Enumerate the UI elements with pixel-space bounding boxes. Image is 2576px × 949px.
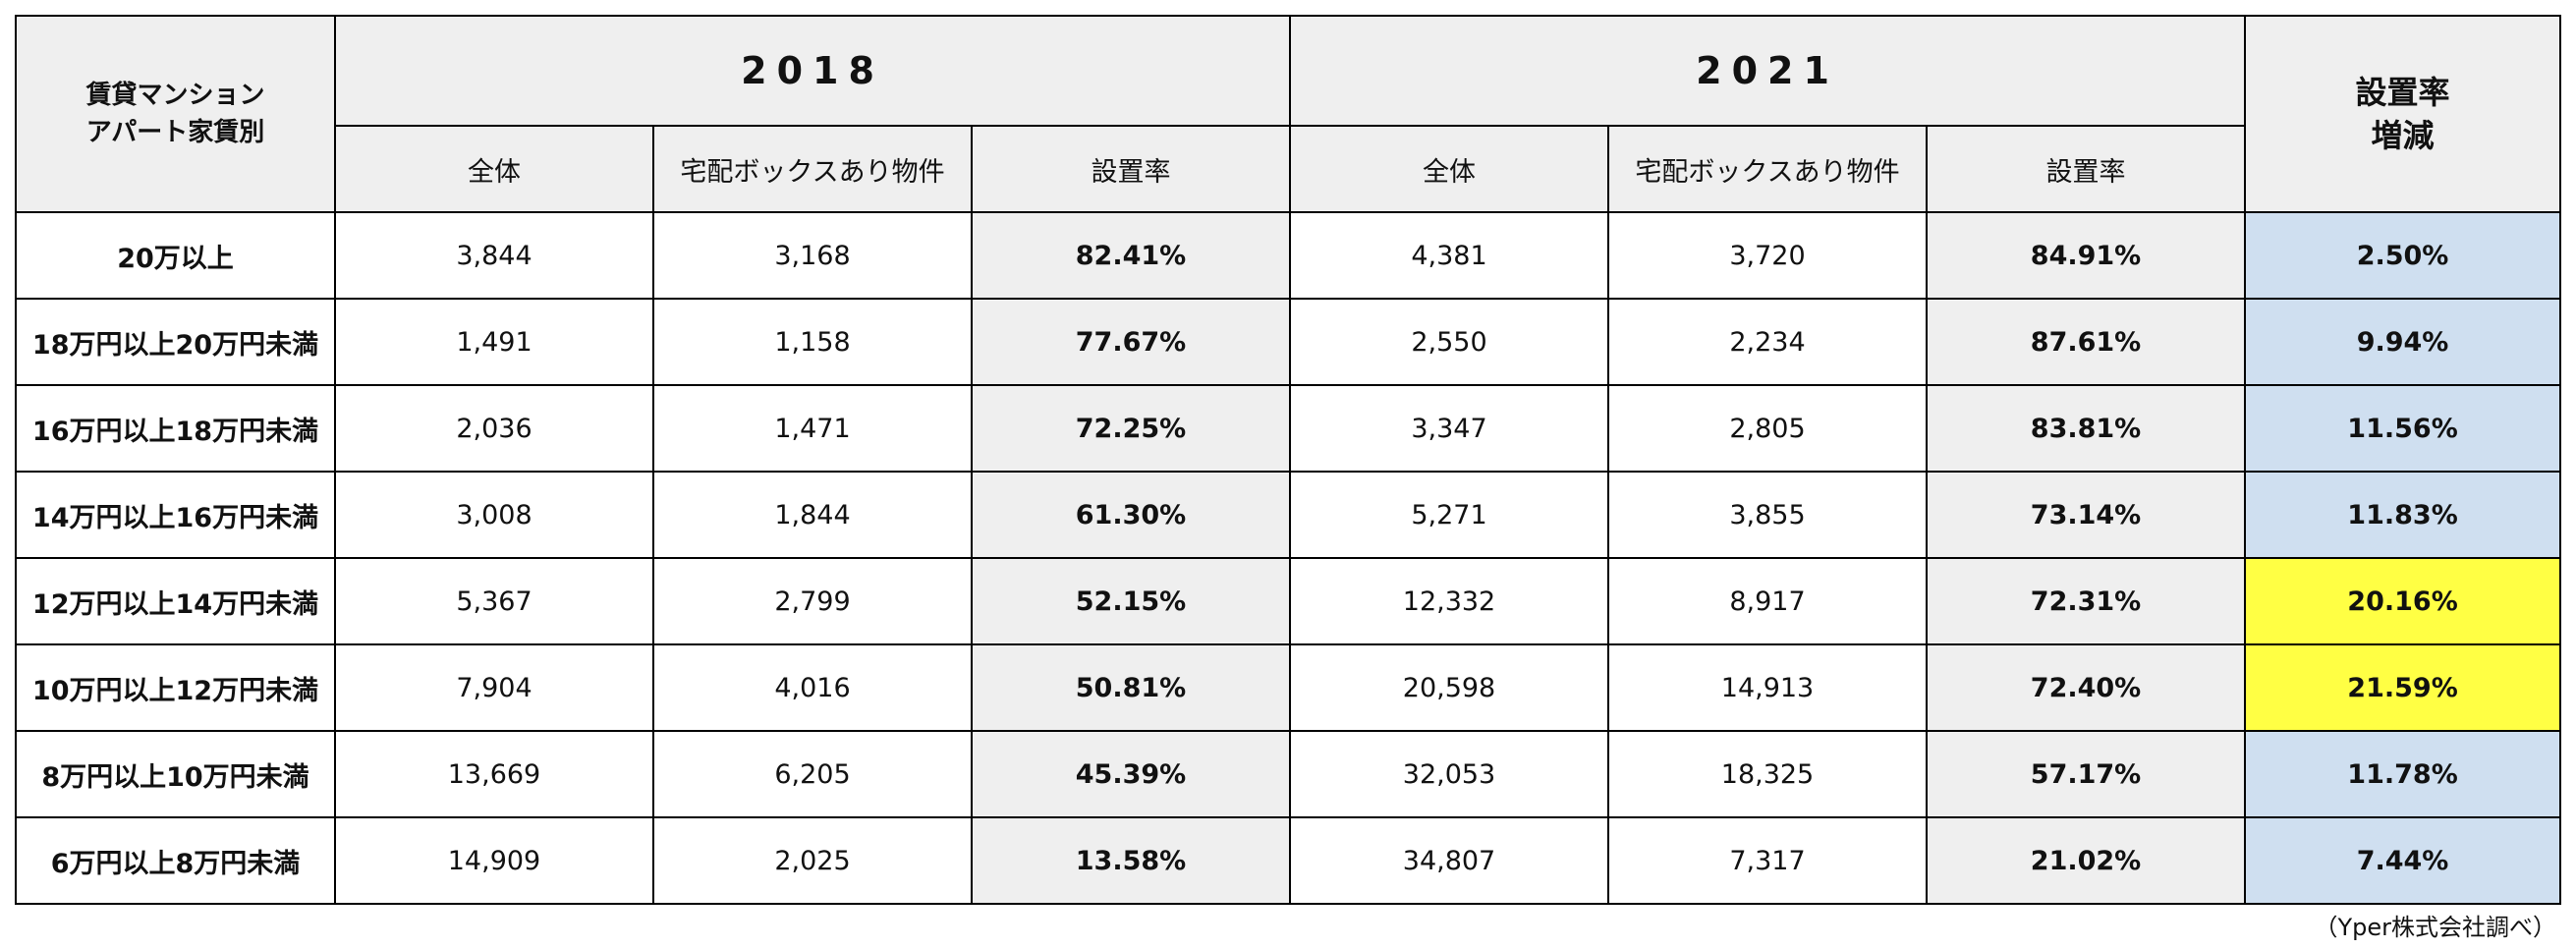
change-cell: 11.83% [2244,471,2562,559]
count-cell: 2,805 [1607,384,1929,473]
row-label: 6万円以上8万円未満 [15,816,336,905]
row-label: 12万円以上14万円未満 [15,557,336,645]
count-cell: 32,053 [1289,730,1610,818]
row-label: 8万円以上10万円未満 [15,730,336,818]
source-note: （Yper株式会社調べ） [2314,914,2556,941]
rate-cell: 52.15% [970,557,1292,645]
corner-header: 賃貸マンション アパート家賃別 [15,15,336,213]
column-header: 設置率 [1926,125,2247,213]
count-cell: 1,158 [652,298,973,386]
table-body: 20万以上 3,844 3,168 82.41% 4,381 3,720 84.91% 2.5… [15,211,2562,905]
rate-cell: 72.40% [1926,643,2247,732]
count-cell: 1,491 [334,298,654,386]
count-cell: 5,271 [1289,471,1610,559]
count-cell: 2,036 [334,384,654,473]
rate-cell: 87.61% [1926,298,2247,386]
column-header: 全体 [1289,125,1610,213]
data-row: 14万円以上16万円未満 3,008 1,844 61.30% 5,271 3,855 73… [15,471,2562,559]
count-cell: 1,471 [652,384,973,473]
change-cell: 11.78% [2244,730,2562,818]
count-cell: 18,325 [1607,730,1929,818]
count-cell: 3,008 [334,471,654,559]
count-cell: 7,317 [1607,816,1929,905]
rate-cell: 45.39% [970,730,1292,818]
count-cell: 8,917 [1607,557,1929,645]
data-row: 18万円以上20万円未満 1,491 1,158 77.67% 2,550 2,234 87… [15,298,2562,386]
count-cell: 12,332 [1289,557,1610,645]
data-row: 8万円以上10万円未満 13,669 6,205 45.39% 32,053 18,325… [15,730,2562,818]
change-cell: 9.94% [2244,298,2562,386]
data-row: 6万円以上8万円未満 14,909 2,025 13.58% 34,807 7,317 21… [15,816,2562,905]
rate-cell: 61.30% [970,471,1292,559]
rate-cell: 21.02% [1926,816,2247,905]
count-cell: 5,367 [334,557,654,645]
change-cell: 11.56% [2244,384,2562,473]
data-row: 10万円以上12万円未満 7,904 4,016 50.81% 20,598 14,913… [15,643,2562,732]
count-cell: 3,844 [334,211,654,300]
rate-cell: 82.41% [970,211,1292,300]
count-cell: 1,844 [652,471,973,559]
data-table: 賃貸マンション アパート家賃別 2018 2021 設置率 増減 全体 宅配ボックスあ… [15,15,2562,905]
change-header-line: 増減 [2371,117,2435,154]
count-cell: 14,909 [334,816,654,905]
row-label: 16万円以上18万円未満 [15,384,336,473]
column-header: 全体 [334,125,654,213]
rate-cell: 57.17% [1926,730,2247,818]
count-cell: 4,381 [1289,211,1610,300]
count-cell: 2,550 [1289,298,1610,386]
count-cell: 2,234 [1607,298,1929,386]
corner-line: アパート家賃別 [85,118,265,147]
corner-line: 賃貸マンション [85,81,265,110]
change-cell: 21.59% [2244,643,2562,732]
change-header: 設置率 増減 [2244,15,2562,213]
header-row: 賃貸マンション アパート家賃別 2018 2021 設置率 増減 [15,15,2562,213]
count-cell: 20,598 [1289,643,1610,732]
row-label: 20万以上 [15,211,336,300]
sub-header-row: 全体 宅配ボックスあり物件 設置率 全体 宅配ボックスあり物件 設置率 [16,125,2560,213]
change-header-line: 設置率 [2355,74,2450,111]
count-cell: 6,205 [652,730,973,818]
count-cell: 2,025 [652,816,973,905]
count-cell: 3,168 [652,211,973,300]
year-header: 2018 [333,15,1292,127]
count-cell: 3,720 [1607,211,1929,300]
rate-cell: 73.14% [1926,471,2247,559]
change-cell: 7.44% [2244,816,2562,905]
row-label: 10万円以上12万円未満 [15,643,336,732]
rate-cell: 50.81% [970,643,1292,732]
data-row: 20万以上 3,844 3,168 82.41% 4,381 3,720 84.91% 2.5… [15,211,2562,300]
column-header: 宅配ボックスあり物件 [652,125,973,213]
year-header: 2021 [1289,15,2247,127]
count-cell: 2,799 [652,557,973,645]
change-cell: 2.50% [2244,211,2562,300]
data-row: 12万円以上14万円未満 5,367 2,799 52.15% 12,332 8,917 7… [15,557,2562,645]
count-cell: 3,347 [1289,384,1610,473]
count-cell: 7,904 [334,643,654,732]
rate-cell: 77.67% [970,298,1292,386]
count-cell: 13,669 [334,730,654,818]
row-label: 18万円以上20万円未満 [15,298,336,386]
row-label: 14万円以上16万円未満 [15,471,336,559]
change-cell: 20.16% [2244,557,2562,645]
column-header: 宅配ボックスあり物件 [1607,125,1929,213]
count-cell: 34,807 [1289,816,1610,905]
column-header: 設置率 [970,125,1292,213]
count-cell: 3,855 [1607,471,1929,559]
rate-cell: 72.31% [1926,557,2247,645]
count-cell: 4,016 [652,643,973,732]
rate-cell: 84.91% [1926,211,2247,300]
rate-cell: 13.58% [970,816,1292,905]
count-cell: 14,913 [1607,643,1929,732]
rate-cell: 72.25% [970,384,1292,473]
data-row: 16万円以上18万円未満 2,036 1,471 72.25% 3,347 2,805 83… [15,384,2562,473]
rate-cell: 83.81% [1926,384,2247,473]
